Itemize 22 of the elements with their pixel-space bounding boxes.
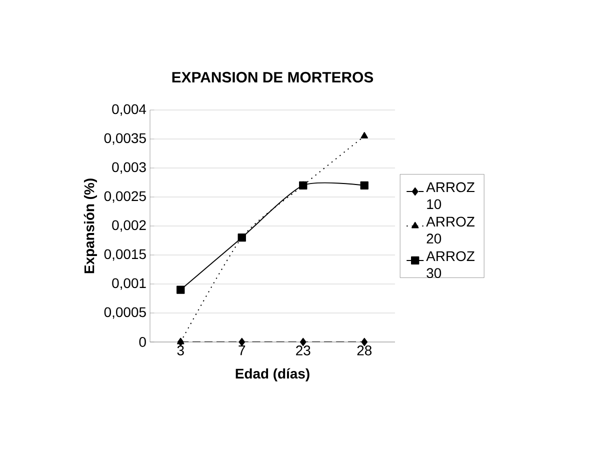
- x-tick-label: 3: [177, 346, 184, 356]
- y-axis-title: Expansión (%): [84, 178, 97, 274]
- y-tick-label: 0,0035: [104, 133, 146, 145]
- legend-label: ARROZ 10: [426, 182, 474, 210]
- x-tick-label: 23: [296, 346, 310, 356]
- legend-label: ARROZ 20: [426, 216, 474, 244]
- y-tick-label: 0,003: [112, 162, 146, 174]
- y-tick-label: 0,004: [112, 104, 146, 116]
- legend-label: ARROZ 30: [426, 251, 474, 278]
- point: [360, 181, 368, 190]
- chart-title: EXPANSION DE MORTEROS: [172, 72, 374, 82]
- x-tick-label: 7: [238, 346, 246, 356]
- x-axis-title: Edad (días): [236, 368, 310, 382]
- y-tick-label: 0: [139, 337, 146, 347]
- point: [176, 286, 185, 294]
- y-tick-label: 0,002: [112, 220, 146, 232]
- y-tick-label: 0,0005: [104, 307, 146, 319]
- y-tick-label: 0,0025: [104, 191, 146, 203]
- point: [360, 132, 368, 138]
- x-tick-label: 28: [357, 346, 372, 356]
- y-tick-label: 0,0015: [104, 249, 146, 261]
- y-tick-label: 0,001: [112, 278, 146, 290]
